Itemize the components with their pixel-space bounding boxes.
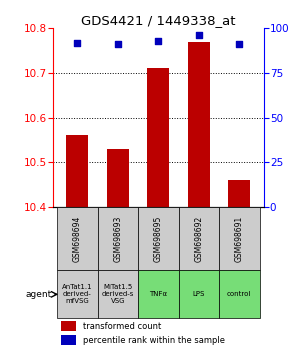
Text: control: control [227, 291, 251, 297]
Point [75, 40, 80, 45]
Bar [66, 135, 88, 207]
Bar [147, 68, 169, 207]
Bar [57, 207, 98, 270]
Point [115, 41, 120, 47]
Title: GDS4421 / 1449338_at: GDS4421 / 1449338_at [81, 14, 235, 27]
Text: agent: agent [26, 290, 52, 299]
Text: GSM698691: GSM698691 [235, 216, 244, 262]
Text: GSM698692: GSM698692 [194, 216, 203, 262]
Text: MiTat1.5
derived-s
VSG: MiTat1.5 derived-s VSG [102, 284, 134, 304]
Text: GSM698694: GSM698694 [73, 215, 82, 262]
Bar [98, 207, 138, 270]
Point [156, 38, 161, 44]
Text: TNFα: TNFα [149, 291, 167, 297]
Bar [228, 180, 251, 207]
Bar [107, 149, 129, 207]
Bar [138, 207, 178, 270]
Bar [219, 207, 260, 270]
Text: transformed count: transformed count [82, 322, 161, 331]
Bar [98, 270, 138, 318]
Text: GSM698693: GSM698693 [113, 215, 122, 262]
Bar [188, 42, 210, 207]
Bar [62, 321, 76, 331]
Text: GSM698695: GSM698695 [154, 215, 163, 262]
Bar [178, 270, 219, 318]
Text: LPS: LPS [193, 291, 205, 297]
Text: AnTat1.1
derived-
mfVSG: AnTat1.1 derived- mfVSG [62, 284, 93, 304]
Bar [219, 270, 260, 318]
Bar [178, 207, 219, 270]
Point [196, 33, 201, 38]
Bar [62, 336, 76, 346]
Bar [57, 270, 98, 318]
Text: percentile rank within the sample: percentile rank within the sample [82, 336, 225, 345]
Point [237, 41, 242, 47]
Bar [138, 270, 178, 318]
